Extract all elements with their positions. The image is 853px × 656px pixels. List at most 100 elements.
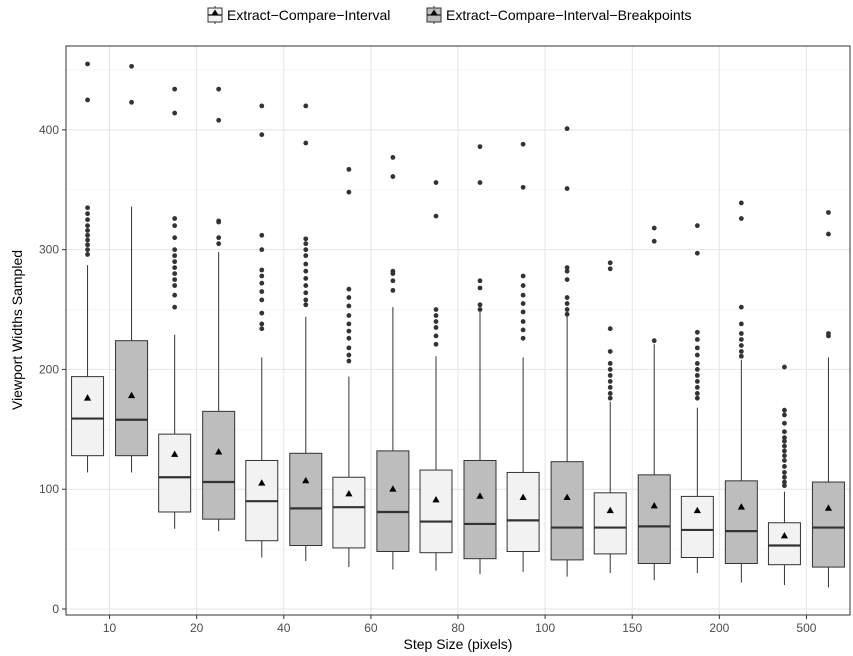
outlier-point [694,337,700,342]
outlier-point [782,458,787,463]
outlier-point [216,86,222,92]
x-tick-label: 100 [535,621,555,635]
outlier-point [826,231,831,237]
box [376,450,410,553]
outlier-point [346,189,352,195]
outlier-point [346,166,352,172]
outlier-point [782,407,787,413]
outlier-point [433,213,439,219]
outlier-point [216,219,222,225]
outlier-point [303,241,309,247]
outlier-point [303,275,309,281]
outlier-point [520,327,526,333]
outlier-point [782,470,787,475]
outlier-point [826,210,831,215]
box-group [637,225,671,581]
outlier-point [303,261,309,267]
outlier-point [477,302,483,308]
outlier-point [651,225,657,231]
outlier-point [390,174,396,179]
mean-marker [476,492,484,499]
box [419,469,453,554]
outlier-point [694,385,700,390]
outlier-point [738,353,744,359]
outlier-point [346,345,352,351]
mean-marker [606,506,614,514]
outlier-point [85,252,90,257]
outlier-point [172,247,178,253]
outlier-point [651,238,657,244]
box [550,461,584,561]
x-tick-label: 10 [103,621,117,635]
outlier-point [303,247,309,253]
box [332,476,366,549]
y-axis-title: Viewport Widths Sampled [9,250,25,410]
outlier-point [477,180,483,185]
x-axis: 10 20 40 60 80 100 150 200 500 [103,615,817,635]
outlier-point [303,236,309,242]
mean-marker [302,476,310,484]
legend-item-extract-compare-interval-breakpoints: Extract−Compare−Interval−Breakpoints [426,6,692,24]
outlier-point [520,301,526,306]
outlier-point [303,253,309,259]
outlier-point [520,184,526,190]
outlier-point [520,292,526,298]
mean-marker [389,485,397,492]
box-group [724,200,758,583]
x-tick-label: 500 [796,621,816,635]
outlier-point [390,155,396,160]
outlier-point [259,326,265,332]
outlier-point [651,338,657,344]
outlier-point [782,412,787,418]
mean-marker [215,448,223,455]
outlier-point [172,283,178,288]
outlier-point [607,385,613,390]
box-group [680,223,714,574]
box [637,474,671,564]
outlier-point [216,241,222,247]
outlier-point [85,205,90,211]
outlier-point [738,200,744,206]
outlier-point [694,395,700,401]
legend-label-0: Extract−Compare−Interval [227,7,390,23]
outlier-point [433,319,439,324]
outlier-point [607,266,613,272]
outlier-point [826,333,831,339]
box [593,492,627,555]
box [158,433,192,513]
mean-marker [780,531,789,539]
outlier-point [259,273,265,279]
outlier-point [738,304,744,310]
outlier-point [564,265,570,271]
outlier-point [433,180,439,185]
outlier-point [85,61,90,67]
y-axis: 0 100 200 300 400 [39,123,66,616]
outlier-point [346,335,352,341]
box-group [506,141,540,572]
outlier-point [172,110,178,116]
outlier-point [172,253,178,259]
outlier-point [433,307,439,312]
outlier-point [738,216,744,221]
boxes [71,61,845,588]
outlier-point [607,367,613,372]
y-tick-label: 100 [39,482,59,496]
outlier-point [694,390,700,396]
mean-marker [171,450,179,457]
outlier-point [172,259,178,265]
outlier-point [520,141,526,147]
outlier-point [303,302,309,308]
outlier-point [477,144,483,150]
outlier-point [172,304,178,310]
outlier-point [346,321,352,327]
outlier-point [564,268,570,274]
outlier-point [782,483,787,489]
outlier-point [694,352,700,358]
outlier-point [216,117,222,123]
outlier-point [520,283,526,288]
outlier-point [477,285,483,291]
y-tick-label: 0 [52,602,59,616]
outlier-point [782,438,787,444]
outlier-point [85,217,90,223]
outlier-point [172,271,178,276]
